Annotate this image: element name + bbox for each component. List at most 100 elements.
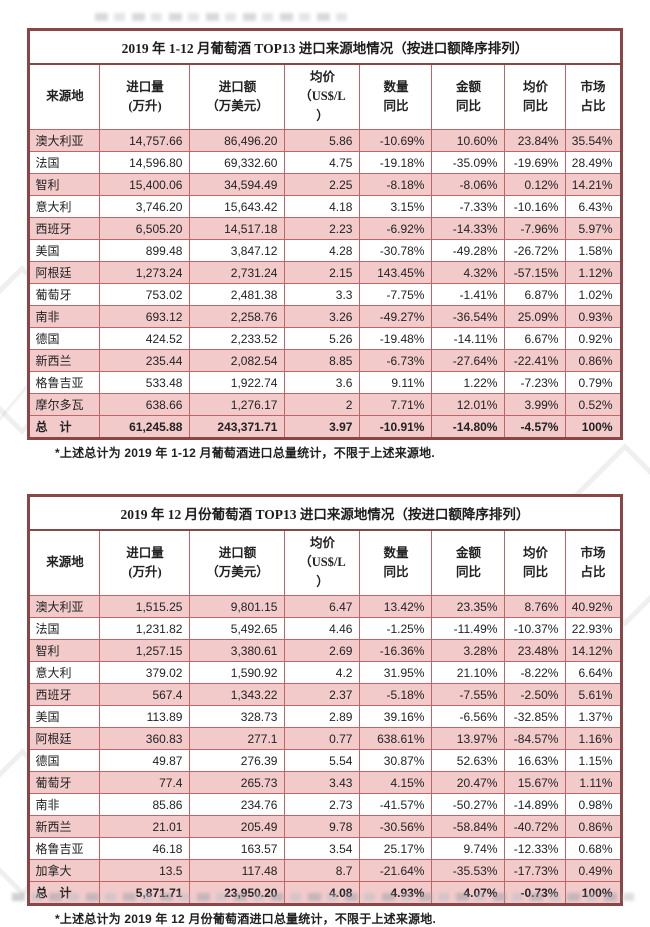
value-cell: 205.49: [189, 815, 286, 838]
region-cell: 智利: [28, 173, 101, 196]
table-row: 加拿大 13.5 117.48 8.7 -21.64% -35.53% -17.73% 0.4…: [28, 859, 622, 882]
region-cell: 葡萄牙: [28, 283, 101, 306]
value-cell: 0.93%: [565, 305, 622, 328]
value-cell: -19.48%: [359, 327, 433, 350]
table-row: 新西兰 235.44 2,082.54 8.85 -6.73% -27.64% -22.41…: [28, 349, 622, 372]
value-cell: 14.21%: [565, 173, 622, 196]
value-cell: 8.85: [284, 349, 361, 372]
column-header: 均价 同比: [504, 63, 567, 130]
value-cell: 3,746.20: [99, 195, 191, 218]
value-cell: 13.5: [99, 859, 191, 882]
value-cell: 22.93%: [565, 617, 622, 640]
value-cell: -19.69%: [504, 151, 567, 174]
value-cell: 6,505.20: [99, 217, 191, 240]
value-cell: 13.42%: [359, 595, 433, 618]
value-cell: -14.80%: [431, 415, 506, 439]
value-cell: 8.76%: [504, 595, 567, 618]
region-cell: 总 计: [28, 415, 101, 439]
value-cell: 0.49%: [565, 859, 622, 882]
table-row: 意大利 379.02 1,590.92 4.2 31.95% 21.10% -8.22% 6.…: [28, 661, 622, 684]
value-cell: 14.12%: [565, 639, 622, 662]
value-cell: -2.50%: [504, 683, 567, 706]
value-cell: -7.33%: [431, 195, 506, 218]
value-cell: 21.10%: [431, 661, 506, 684]
value-cell: 100%: [565, 415, 622, 439]
value-cell: 69,332.60: [189, 151, 286, 174]
value-cell: 235.44: [99, 349, 191, 372]
value-cell: 21.01: [99, 815, 191, 838]
value-cell: 2.69: [284, 639, 361, 662]
value-cell: 77.4: [99, 771, 191, 794]
value-cell: -57.15%: [504, 261, 567, 284]
value-cell: -30.56%: [359, 815, 433, 838]
region-cell: 西班牙: [28, 683, 101, 706]
region-cell: 加拿大: [28, 859, 101, 882]
value-cell: 2,481.38: [189, 283, 286, 306]
value-cell: 4.2: [284, 661, 361, 684]
value-cell: 0.68%: [565, 837, 622, 860]
column-header: 进口量 (万升): [99, 529, 191, 596]
value-cell: 15.67%: [504, 771, 567, 794]
value-cell: 0.12%: [504, 173, 567, 196]
value-cell: -21.64%: [359, 859, 433, 882]
value-cell: 14,517.18: [189, 217, 286, 240]
value-cell: 277.1: [189, 727, 286, 750]
value-cell: 1.02%: [565, 283, 622, 306]
value-cell: 1,590.92: [189, 661, 286, 684]
value-cell: 5.86: [284, 129, 361, 152]
value-cell: -10.69%: [359, 129, 433, 152]
value-cell: 85.86: [99, 793, 191, 816]
value-cell: 0.79%: [565, 371, 622, 394]
value-cell: -58.84%: [431, 815, 506, 838]
value-cell: 20.47%: [431, 771, 506, 794]
value-cell: 1,257.15: [99, 639, 191, 662]
value-cell: 5.26: [284, 327, 361, 350]
value-cell: 2: [284, 393, 361, 416]
region-cell: 德国: [28, 749, 101, 772]
value-cell: 143.45%: [359, 261, 433, 284]
region-cell: 阿根廷: [28, 727, 101, 750]
value-cell: 0.92%: [565, 327, 622, 350]
value-cell: 638.66: [99, 393, 191, 416]
value-cell: 15,643.42: [189, 195, 286, 218]
value-cell: -49.28%: [431, 239, 506, 262]
imports-table-december: 2019 年 12 月份葡萄酒 TOP13 进口来源地情况（按进口额降序排列） …: [27, 494, 623, 906]
value-cell: -35.53%: [431, 859, 506, 882]
region-cell: 德国: [28, 327, 101, 350]
table-title-row: 2019 年 12 月份葡萄酒 TOP13 进口来源地情况（按进口额降序排列）: [28, 495, 622, 531]
value-cell: 3.15%: [359, 195, 433, 218]
value-cell: 13.97%: [431, 727, 506, 750]
value-cell: -22.41%: [504, 349, 567, 372]
value-cell: 753.02: [99, 283, 191, 306]
value-cell: -49.27%: [359, 305, 433, 328]
column-header: 均价 （US$/L ）: [284, 63, 361, 130]
value-cell: 2.15: [284, 261, 361, 284]
value-cell: -30.78%: [359, 239, 433, 262]
value-cell: -26.72%: [504, 239, 567, 262]
value-cell: 4.28: [284, 239, 361, 262]
region-cell: 南非: [28, 793, 101, 816]
table-row: 德国 49.87 276.39 5.54 30.87% 52.63% 16.63% 1.15%: [28, 749, 622, 772]
value-cell: 1.22%: [431, 371, 506, 394]
table-row: 西班牙 567.4 1,343.22 2.37 -5.18% -7.55% -2.50% 5.…: [28, 683, 622, 706]
value-cell: 23.48%: [504, 639, 567, 662]
value-cell: 28.49%: [565, 151, 622, 174]
value-cell: 3.54: [284, 837, 361, 860]
table-body: 澳大利亚 1,515.25 9,801.15 6.47 13.42% 23.35% 8.76…: [28, 595, 622, 905]
region-cell: 格鲁吉亚: [28, 371, 101, 394]
value-cell: 2,731.24: [189, 261, 286, 284]
value-cell: -36.54%: [431, 305, 506, 328]
value-cell: 1,231.82: [99, 617, 191, 640]
value-cell: -50.27%: [431, 793, 506, 816]
column-header: 来源地: [28, 63, 101, 130]
column-header: 数量 同比: [359, 63, 433, 130]
value-cell: -17.73%: [504, 859, 567, 882]
value-cell: 5.97%: [565, 217, 622, 240]
value-cell: 0.77: [284, 727, 361, 750]
table-header-row: 来源地 进口量 (万升) 进口额 （万美元） 均价 （US$/L ）数量 同比 金额 同…: [28, 529, 622, 596]
value-cell: -7.23%: [504, 371, 567, 394]
value-cell: 25.09%: [504, 305, 567, 328]
table-row: 新西兰 21.01 205.49 9.78 -30.56% -58.84% -40.72% 0…: [28, 815, 622, 838]
table-title: 2019 年 1-12 月葡萄酒 TOP13 进口来源地情况（按进口额降序排列）: [28, 29, 622, 65]
value-cell: -1.25%: [359, 617, 433, 640]
